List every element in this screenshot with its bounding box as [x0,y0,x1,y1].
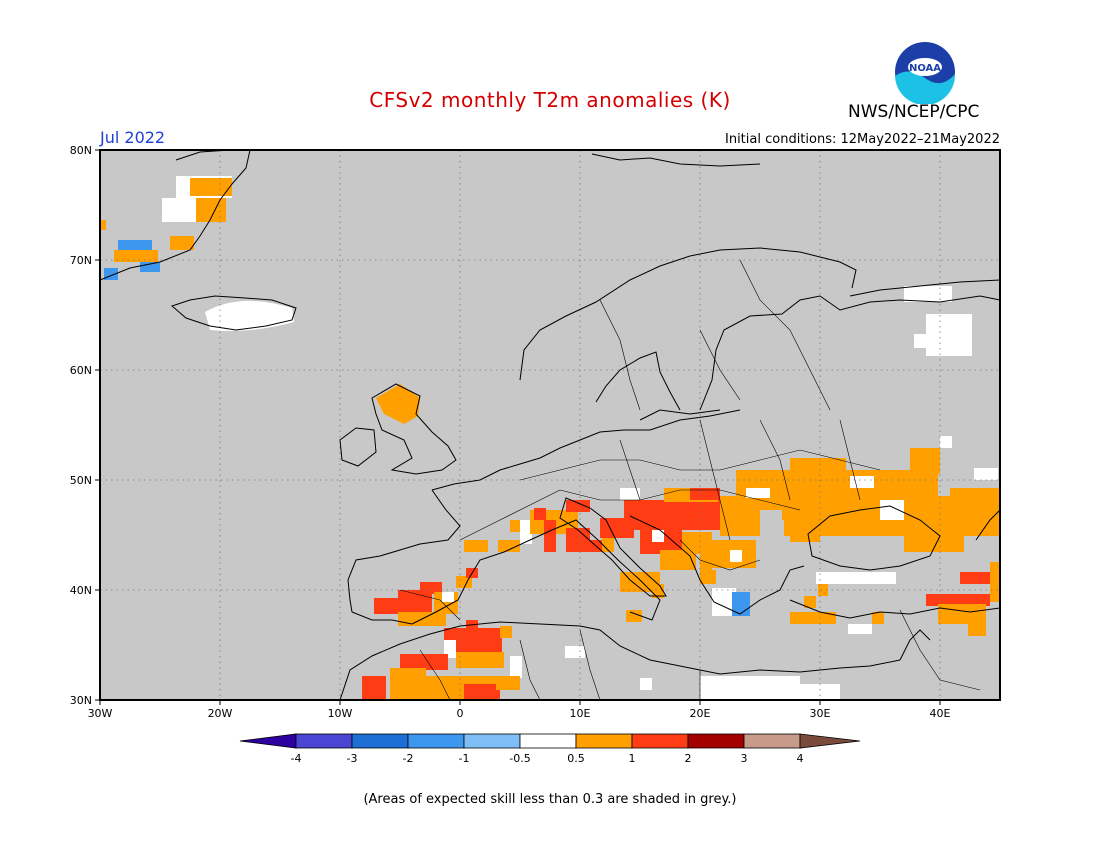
lon-label: 10E [570,707,591,720]
lon-label: 0 [457,707,464,720]
lon-label: 20W [208,707,233,720]
coastlines [99,149,1001,701]
lon-label: 10W [328,707,353,720]
legend-tick-label: 4 [797,752,804,765]
legend-tick-label: 3 [741,752,748,765]
legend-tick-label: -4 [291,752,302,765]
legend-swatch [575,733,633,749]
anomaly-france-italy [464,500,664,622]
noaa-logo: NOAA [895,42,956,104]
legend-tick-label: 0.5 [567,752,585,765]
lon-label: 30E [810,707,831,720]
graticule [100,150,1000,700]
map-background [100,150,1000,700]
legend-tick-label: -1 [459,752,470,765]
legend-tick-label: 2 [685,752,692,765]
legend-swatch [407,733,465,749]
legend-tick-label: -2 [403,752,414,765]
agency-label: NWS/NCEP/CPC [848,102,980,122]
forecast-month: Jul 2022 [100,128,166,147]
legend-arrow-right [799,733,861,749]
anomaly-northwest-russia [904,286,972,356]
anomaly-north-africa [362,620,522,700]
lat-label: 80N [70,144,92,157]
axis-ticks [95,149,941,705]
anomaly-map: 80N 70N 60N 50N 40N 30N 30W 20W 10W 0 10… [70,144,1001,765]
initial-conditions: Initial conditions: 12May2022–21May2022 [725,132,1000,147]
chart-title: CFSv2 monthly T2m anomalies (K) [369,88,731,112]
lon-label: 40E [930,707,951,720]
legend-swatch [743,733,801,749]
legend-tick-label: -0.5 [509,752,530,765]
legend-swatch [687,733,745,749]
legend-arrow-left [239,733,297,749]
map-frame [99,149,1001,701]
color-legend: -4 -3 -2 -1 -0.5 0.5 1 2 3 4 [239,733,861,765]
anomaly-greenland [100,176,232,280]
legend-swatch [631,733,689,749]
noaa-logo-text: NOAA [909,63,941,74]
lat-label: 50N [70,474,92,487]
anomaly-africa-east [565,646,840,700]
lon-label: 20E [690,707,711,720]
anomaly-central-europe [600,488,756,578]
anomaly-scotland [376,384,420,424]
legend-swatch [295,733,353,749]
anomaly-iceland [205,300,294,331]
longitude-labels: 30W 20W 10W 0 10E 20E 30E 40E [88,707,951,720]
lat-label: 40N [70,584,92,597]
latitude-labels: 80N 70N 60N 50N 40N 30N [70,144,92,707]
lat-label: 30N [70,694,92,707]
legend-swatch [463,733,521,749]
skill-footnote: (Areas of expected skill less than 0.3 a… [363,792,737,807]
legend-swatch [519,733,577,749]
lat-label: 60N [70,364,92,377]
legend-tick-label: 1 [629,752,636,765]
borders [399,259,981,701]
lon-label: 30W [88,707,113,720]
legend-swatch [351,733,409,749]
legend-tick-label: -3 [347,752,358,765]
lat-label: 70N [70,254,92,267]
